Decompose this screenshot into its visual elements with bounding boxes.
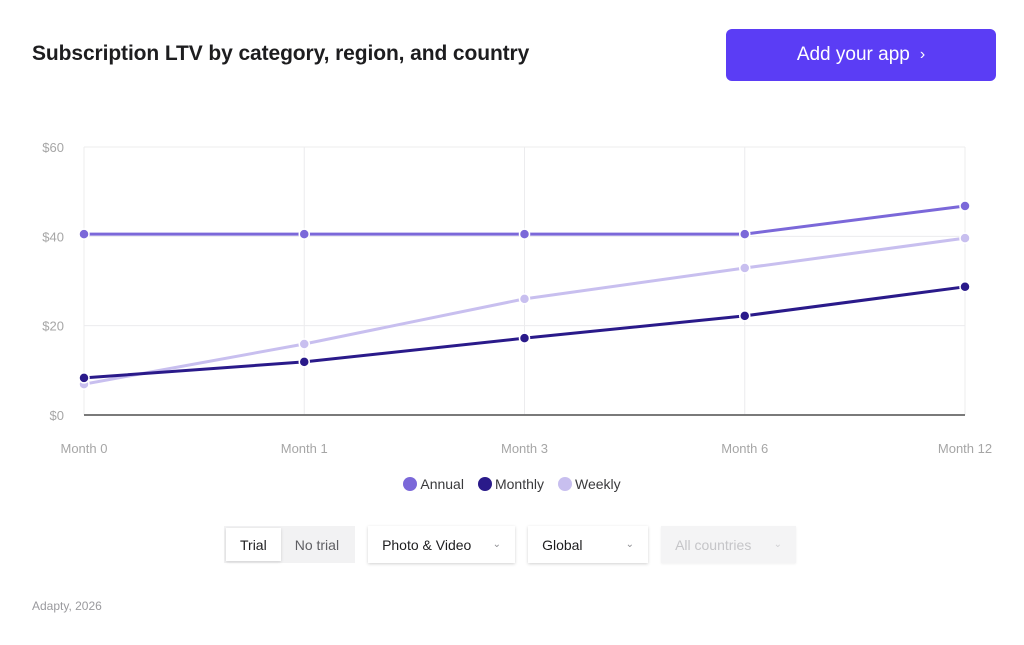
country-select-value: All countries [675, 536, 752, 553]
data-point[interactable] [78, 228, 90, 240]
y-tick-label: $40 [42, 229, 64, 244]
x-tick-label: Month 3 [501, 441, 548, 456]
footer-credit: Adapty, 2026 [32, 599, 102, 613]
x-tick-label: Month 6 [721, 441, 768, 456]
legend-item-weekly[interactable]: Weekly [557, 476, 621, 492]
x-tick-label: Month 1 [281, 441, 328, 456]
data-point[interactable] [518, 293, 531, 305]
data-point[interactable] [518, 228, 531, 240]
region-select-value: Global [542, 536, 583, 553]
category-select-value: Photo & Video [382, 536, 472, 553]
legend-label: Annual [420, 476, 464, 492]
region-select[interactable]: Global ⌄ [528, 526, 649, 563]
chevron-down-icon: ⌄ [625, 539, 635, 550]
chart-legend: Annual Monthly Weekly [0, 476, 1024, 492]
data-point[interactable] [518, 332, 531, 344]
y-tick-label: $0 [50, 408, 64, 423]
data-point[interactable] [298, 228, 310, 240]
chevron-down-icon: ⌄ [773, 539, 783, 550]
add-your-app-button[interactable]: Add your app › [726, 29, 996, 81]
y-tick-label: $60 [42, 140, 64, 155]
toggle-trial[interactable]: Trial [226, 528, 281, 561]
category-select[interactable]: Photo & Video ⌄ [368, 526, 516, 563]
chevron-right-icon: › [919, 46, 926, 63]
country-select[interactable]: All countries ⌄ [661, 526, 797, 563]
data-point[interactable] [959, 281, 971, 293]
y-tick-label: $20 [42, 319, 64, 334]
ltv-line-chart: $0 $20 $40 $60 Month 0 Month 1 Month 3 Month 6 M… [42, 140, 992, 456]
x-tick-label: Month 12 [938, 441, 992, 456]
legend-dot-icon [403, 477, 418, 491]
data-point[interactable] [78, 372, 90, 384]
legend-item-annual[interactable]: Annual [403, 476, 464, 492]
trial-toggle: Trial No trial [224, 526, 356, 563]
filter-controls: Trial No trial Photo & Video ⌄ Global ⌄ … [224, 526, 797, 563]
x-tick-label: Month 0 [61, 441, 108, 456]
data-point[interactable] [298, 338, 310, 350]
data-point[interactable] [959, 200, 971, 212]
legend-item-monthly[interactable]: Monthly [477, 476, 544, 492]
legend-dot-icon [477, 477, 492, 491]
data-point[interactable] [739, 228, 751, 240]
data-point[interactable] [959, 232, 971, 244]
legend-label: Monthly [494, 476, 544, 492]
legend-dot-icon [557, 477, 572, 491]
legend-label: Weekly [574, 476, 621, 492]
add-your-app-label: Add your app [796, 44, 910, 65]
chevron-down-icon: ⌄ [492, 539, 502, 550]
data-point[interactable] [298, 356, 310, 368]
toggle-no-trial[interactable]: No trial [294, 536, 340, 553]
page-title: Subscription LTV by category, region, an… [32, 42, 530, 65]
data-point[interactable] [739, 310, 751, 322]
data-point[interactable] [739, 262, 751, 274]
